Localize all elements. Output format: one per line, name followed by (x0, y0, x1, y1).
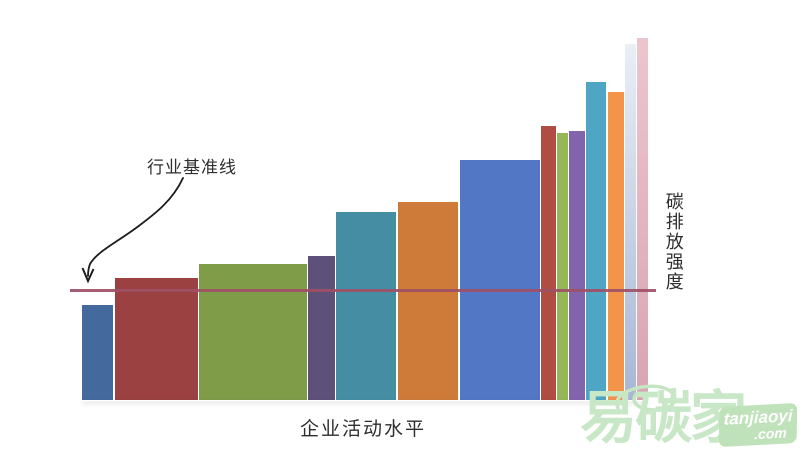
bar-13 (625, 44, 636, 400)
bar-3 (199, 264, 307, 400)
bar-4 (308, 256, 335, 400)
baseline-label: 行业基准线 (147, 158, 237, 177)
bar-10 (569, 131, 585, 400)
x-axis-label: 企业活动水平 (300, 419, 427, 440)
bar-5 (336, 212, 396, 400)
baseline-line (70, 289, 656, 292)
bar-12 (608, 92, 624, 400)
bar-1 (82, 305, 113, 400)
bar-9 (557, 133, 568, 400)
bar-8 (541, 126, 556, 400)
bar-11 (586, 82, 606, 400)
bar-14 (637, 38, 648, 400)
y-axis-label: 碳排放强度 (663, 192, 684, 292)
bars-bottom-shadow (82, 400, 648, 401)
watermark-badge: tanjiaoyi .com (718, 402, 798, 448)
bar-2 (115, 278, 198, 400)
bar-7 (460, 160, 540, 400)
bar-6 (398, 202, 458, 400)
